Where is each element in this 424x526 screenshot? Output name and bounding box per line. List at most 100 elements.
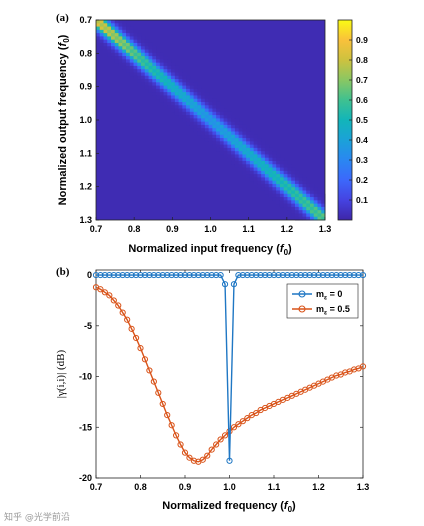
heatmap-cell: [268, 157, 273, 162]
heatmap-cell: [246, 167, 251, 172]
heatmap-cell: [208, 105, 213, 109]
series-2-point: [359, 363, 367, 370]
heatmap-cell: [167, 82, 172, 86]
heatmap-cell: [208, 141, 213, 145]
heatmap-cell: [268, 193, 273, 198]
heatmap-cell: [212, 118, 217, 123]
series-1-point: [146, 271, 153, 279]
heatmap-cell: [159, 85, 164, 90]
heatmap-cell: [111, 52, 116, 57]
heatmap-cell: [178, 98, 183, 103]
heatmap-cell: [129, 42, 134, 47]
heatmap-cell: [264, 174, 270, 178]
heatmap-cell: [201, 92, 206, 96]
heatmap-cell: [257, 144, 262, 149]
heatmap-cell: [294, 203, 300, 208]
heatmap-cell: [249, 154, 255, 159]
heatmap-cell: [219, 128, 225, 132]
heatmap-cell: [291, 203, 296, 208]
heatmap-cell: [219, 115, 225, 119]
heatmap-cell: [186, 88, 191, 93]
heatmap-cell: [133, 39, 138, 44]
heatmap-cell: [223, 141, 228, 145]
heatmap-cell: [309, 197, 315, 201]
series-1-point: [190, 271, 197, 279]
heatmap-cell: [103, 20, 108, 24]
heatmap-cell: [159, 56, 164, 60]
heatmap-cell: [257, 183, 262, 188]
heatmap-cell: [231, 138, 236, 142]
heatmap-cell: [107, 23, 112, 27]
heatmap-cell: [234, 121, 240, 126]
series-1-point: [319, 271, 327, 279]
heatmap-cell: [268, 174, 273, 178]
heatmap-cell: [133, 65, 138, 70]
heatmap-cell: [197, 108, 202, 113]
heatmap-cell: [216, 147, 221, 152]
heatmap-cell: [287, 174, 292, 178]
series-1-point: [173, 271, 180, 279]
series-1-point: [288, 271, 295, 279]
heatmap-cell: [204, 108, 210, 113]
line-x-tick-label: 0.9: [179, 482, 192, 492]
heatmap-cell: [107, 29, 112, 34]
heatmap-cell: [141, 69, 146, 73]
heatmap-cell: [118, 42, 123, 47]
heatmap-cell: [306, 200, 311, 205]
heatmap-cell: [238, 138, 243, 142]
heatmap-cell: [144, 46, 149, 50]
heatmap-cell: [238, 164, 243, 168]
heatmap-cell: [309, 183, 315, 188]
series-2-point: [164, 411, 171, 419]
heatmap-cell: [107, 42, 112, 47]
series-2-point: [110, 297, 117, 304]
heatmap-cell: [193, 121, 198, 126]
heatmap-cell: [298, 197, 303, 201]
heatmap-cell: [223, 111, 228, 116]
heatmap-cell: [294, 177, 300, 182]
heatmap-cell: [148, 62, 153, 67]
heatmap-cell: [111, 56, 116, 60]
series-2-point: [351, 366, 358, 373]
heatmap-cell: [99, 46, 104, 50]
heatmap-cell: [118, 46, 123, 50]
heatmap-cell: [122, 56, 127, 60]
heatmap-cell: [114, 42, 119, 47]
heatmap-cell: [152, 62, 157, 67]
heatmap-cell: [167, 95, 172, 100]
heatmap-cell: [118, 29, 123, 34]
heatmap-cell: [96, 26, 101, 31]
heatmap-cell: [276, 183, 281, 188]
heatmap-cell: [257, 174, 262, 178]
heatmap-cell: [204, 95, 210, 100]
heatmap-cell: [257, 170, 262, 175]
heatmap-cell: [163, 65, 168, 70]
heatmap-cell: [302, 216, 307, 221]
series-2-point: [150, 378, 157, 385]
heatmap-cell: [96, 23, 101, 27]
heatmap-cell: [167, 92, 172, 96]
heatmap-x-tick-label: 1.1: [242, 224, 255, 234]
heatmap-cell: [321, 197, 326, 201]
heatmap-cell: [148, 88, 153, 93]
heatmap-cell: [276, 170, 281, 175]
heatmap-cell: [321, 203, 326, 208]
panel-a-label: (a): [56, 12, 69, 24]
heatmap-cell: [309, 216, 315, 221]
heatmap-cell: [122, 46, 127, 50]
heatmap-cell: [178, 105, 183, 109]
heatmap-cell: [186, 75, 191, 80]
heatmap-cell: [111, 46, 116, 50]
heatmap-cell: [201, 101, 206, 106]
heatmap-cell: [212, 115, 217, 119]
series-1-point: [306, 271, 313, 279]
heatmap-cell: [103, 29, 108, 34]
heatmap-cell: [193, 128, 198, 132]
series-2-point: [115, 302, 122, 309]
heatmap-cell: [201, 105, 206, 109]
heatmap-cell: [257, 160, 262, 165]
heatmap-cell: [216, 128, 221, 132]
heatmap-cell: [156, 56, 161, 60]
heatmap-cell: [231, 160, 236, 165]
heatmap-cell: [298, 183, 303, 188]
